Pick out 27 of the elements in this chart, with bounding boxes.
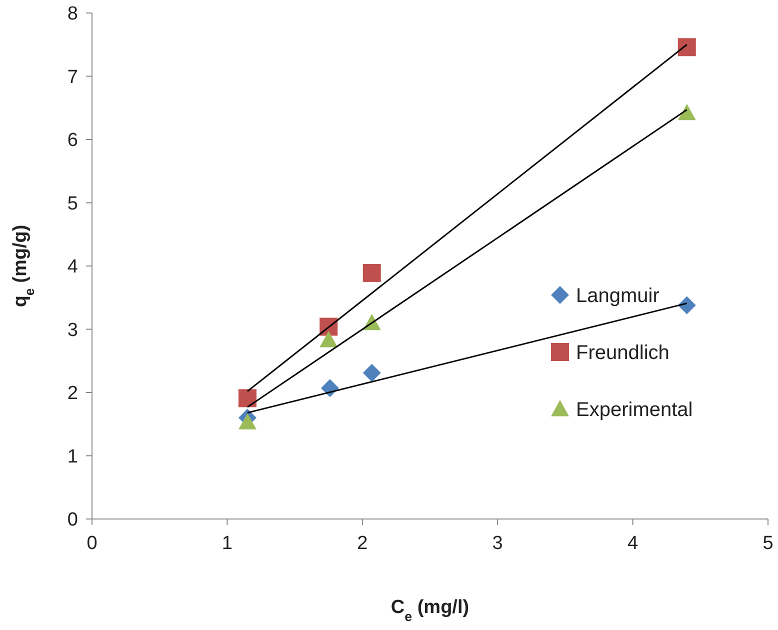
y-tick-label: 2	[67, 383, 78, 404]
point	[238, 413, 256, 430]
legend-label: Freundlich	[576, 342, 670, 364]
point	[678, 296, 696, 314]
legend-label: Langmuir	[576, 285, 660, 307]
y-tick-label: 7	[67, 66, 78, 88]
point	[678, 104, 696, 120]
y-tick-label: 1	[67, 446, 78, 468]
x-tick-label: 2	[357, 533, 368, 554]
x-axis-title: C$_{e}$ (mg/l)	[390, 597, 470, 624]
x-tick-label: 4	[628, 533, 639, 554]
point	[362, 264, 381, 282]
y-tick-label: 4	[67, 256, 78, 278]
x-tick-label: 0	[86, 533, 98, 554]
x-tick-label: 5	[762, 533, 774, 554]
y-tick-label: 0	[67, 510, 78, 531]
y-tick-label: 3	[67, 320, 78, 341]
y-tick-label: 5	[67, 193, 78, 214]
x-tick-label: 1	[222, 533, 232, 554]
y-tick-label: 6	[67, 130, 78, 152]
point	[362, 364, 381, 382]
x-tick-label: 3	[492, 533, 503, 554]
point	[238, 389, 256, 408]
legend-label: Experimental	[576, 399, 693, 421]
point	[320, 331, 338, 348]
point	[678, 38, 696, 56]
y-tick-label: 8	[67, 4, 78, 25]
